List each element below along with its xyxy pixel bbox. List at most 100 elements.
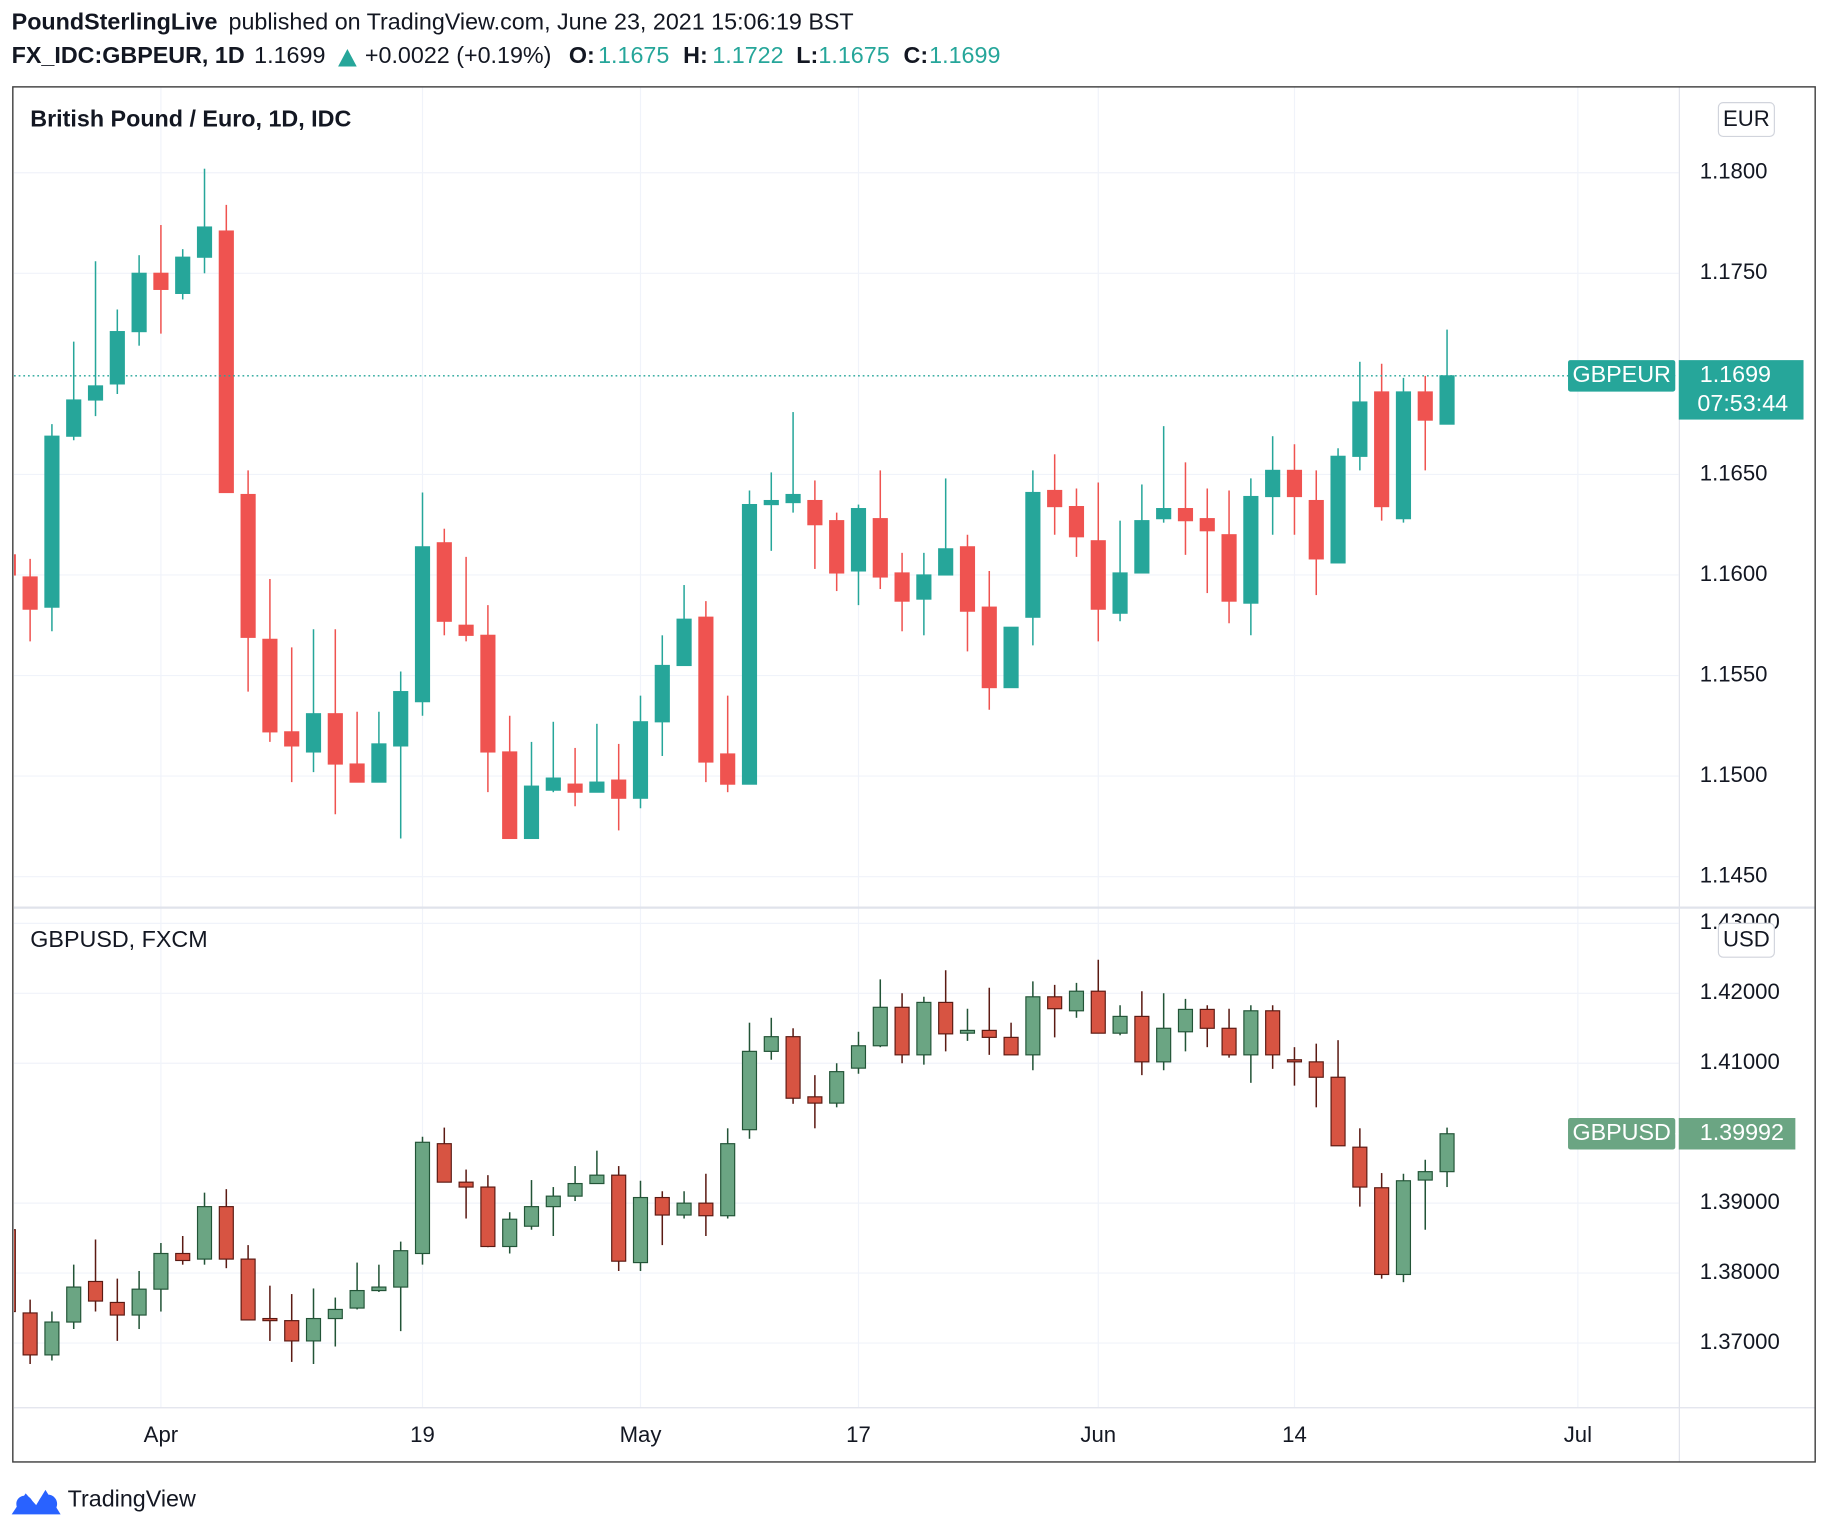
candle-body [959,546,976,612]
candle-body [262,1317,278,1322]
candle-body [785,493,801,504]
y-tick-label: 1.1650 [1700,460,1768,485]
author: PoundSterlingLive [12,8,218,34]
currency-box [1717,922,1775,958]
currency-box [1717,102,1775,138]
candle-body [349,1289,365,1309]
candle-body [1068,506,1085,538]
candle-body [502,1218,518,1248]
candle-body [371,743,387,783]
candle-body [763,499,779,506]
candle-body [698,1202,714,1217]
candle-body [720,753,736,785]
candle-body [1286,1059,1303,1063]
currency-label: EUR [1723,106,1770,131]
candle-body [109,1301,125,1316]
candle-body [523,785,540,840]
candle-body [1156,508,1172,520]
candle-body [153,1252,169,1290]
candle-body [284,731,300,747]
ohlc-label: C: [904,42,929,68]
candle-body [567,783,583,793]
candle-body [262,638,278,733]
candle-body [305,1317,322,1342]
candle-body [589,781,605,793]
candle-body [720,1143,736,1217]
header-line-1: PoundSterlingLive published on TradingVi… [12,8,854,34]
overlays: British Pound / Euro, 1D, IDC EUR GBPEUR 1.… [13,102,1804,1447]
candle-body [807,499,823,526]
candle-body [240,493,256,638]
candle-body [196,226,213,258]
symbol-tag [1568,1118,1676,1150]
ohlc-value: 1.1675 [598,42,669,68]
price-tag-label: 1.39992 [1700,1119,1784,1145]
candle-body [131,272,147,333]
charts: 1.1450 1.1500 1.1550 1.1600 1.1650 1.1750 1.18… [13,87,1780,1408]
candle-body [284,1320,300,1342]
candle-body [305,713,322,753]
last-price: 1.1699 [254,42,325,68]
candle-body [66,1286,82,1323]
candle-body [349,763,365,783]
countdown: 07:53:44 [1697,390,1788,416]
pane-title: British Pound / Euro, 1D, IDC [30,105,351,131]
pane-title: GBPUSD, FXCM [30,926,207,952]
y-tick-label: 1.1800 [1700,159,1768,184]
candle-body [327,1308,343,1320]
candle-body [1330,455,1346,564]
symbol-tag-label: GBPEUR [1572,361,1670,387]
candle-body [218,1206,234,1260]
y-tick-label: 1.1450 [1700,862,1768,887]
published: published on TradingView.com, June 23, 2… [229,8,854,34]
candle-body [1286,469,1303,498]
candle-body [1003,1036,1019,1056]
candle-body [1352,1146,1368,1188]
candle-body [44,435,60,608]
candle-body [1047,996,1063,1010]
x-tick-label: Jul [1564,1422,1592,1447]
price-tag [1678,360,1804,420]
ohlc-label: O: [569,42,595,68]
candle-body [1134,520,1150,574]
candle-body [785,1036,801,1099]
candle-body [1243,495,1259,604]
candle-body [458,624,474,636]
candle-body [872,518,888,578]
symbol-tag [1568,360,1676,392]
candle-body [1025,996,1041,1056]
candle-body [829,520,845,574]
y-tick-label: 1.38000 [1700,1259,1780,1284]
candle-body [1003,626,1019,689]
candle-body [1090,990,1106,1034]
candle-body [1265,1010,1281,1056]
candle-body [371,1286,387,1292]
x-tick-label: Jun [1080,1422,1116,1447]
x-tick-label: 17 [846,1422,871,1447]
candle-body [676,618,692,667]
candle-body [981,606,997,689]
candle-body [1199,1008,1215,1029]
candle-body [1439,375,1455,425]
candle-body [916,1001,932,1056]
candle-body [44,1321,60,1356]
candle-body [698,616,714,763]
candle-body [959,1029,976,1034]
candle-body [1112,1015,1128,1034]
candle-body [175,256,191,294]
candle-body [87,385,104,401]
candle-body [850,1045,867,1069]
candle-body [1047,489,1063,508]
candle-body [741,503,758,785]
candle-body [1395,1180,1412,1276]
candle-body [1308,499,1324,560]
candle-body [807,1096,823,1104]
candle-body [1068,990,1085,1012]
candle-body [632,1196,649,1264]
y-tick-label: 1.39000 [1700,1189,1780,1214]
candle-body [829,1071,845,1104]
candle-body [240,1258,256,1321]
candle-body [611,1174,627,1262]
price-tag [1678,1118,1796,1150]
